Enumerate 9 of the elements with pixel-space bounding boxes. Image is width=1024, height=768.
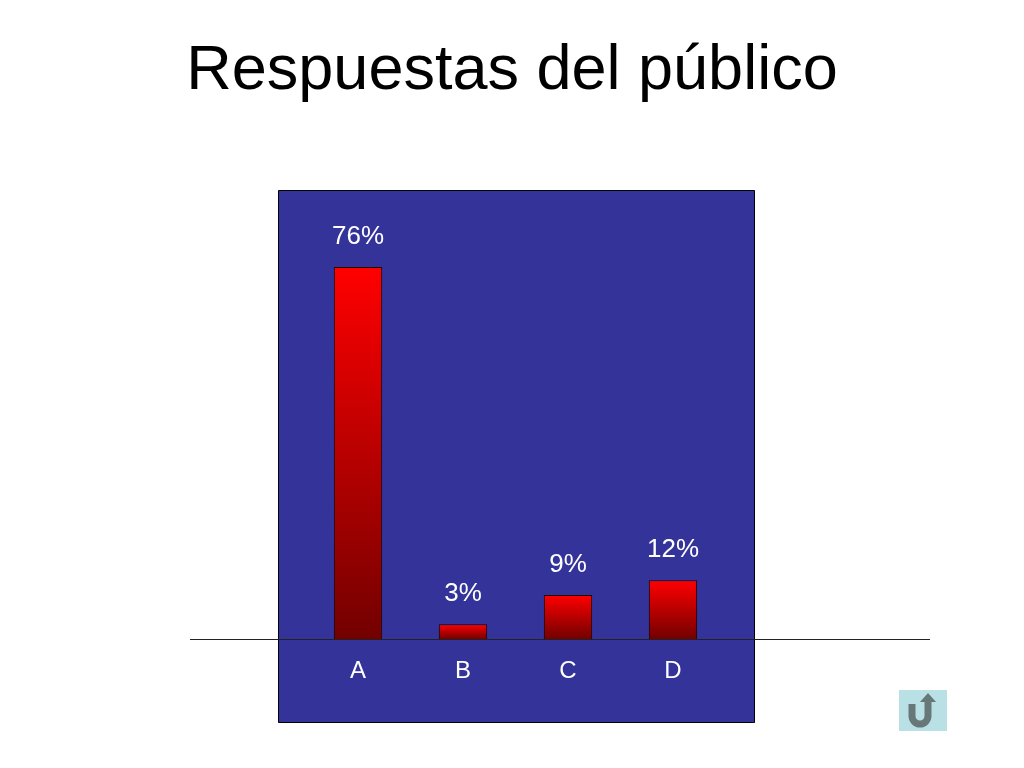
data-label: 12% bbox=[646, 533, 700, 564]
x-tick-label: A bbox=[349, 656, 367, 684]
data-label: 76% bbox=[331, 220, 385, 251]
x-tick-label: D bbox=[664, 656, 682, 684]
data-label: 3% bbox=[444, 577, 482, 608]
chart-title: Respuestas del público bbox=[185, 32, 839, 102]
x-tick-label: C bbox=[559, 656, 577, 684]
data-label: 9% bbox=[549, 548, 587, 579]
x-tick-label: B bbox=[454, 656, 472, 684]
